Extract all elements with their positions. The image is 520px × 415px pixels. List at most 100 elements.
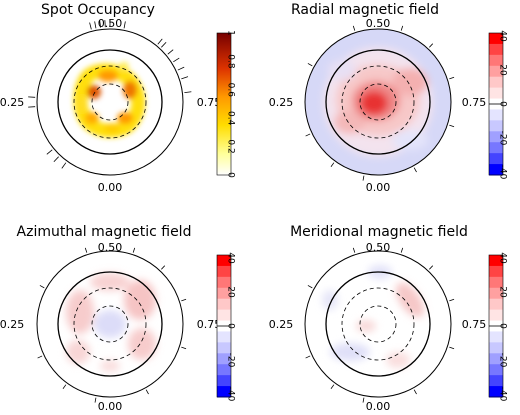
radial-field-map	[323, 47, 433, 157]
latitude-circle-60	[359, 305, 397, 343]
phase-tick	[449, 298, 455, 302]
colorbar-step	[489, 255, 503, 267]
colorbar-tick-label: 20	[497, 286, 507, 298]
field-patch	[124, 280, 156, 320]
colorbar-step	[489, 298, 503, 311]
colorbar-step	[489, 76, 503, 89]
phase-tick	[161, 265, 166, 270]
azimuthal-field-map	[66, 273, 156, 372]
observed-phase-ticks	[305, 25, 455, 181]
phase-tick	[400, 247, 404, 253]
phase-tick	[330, 162, 335, 167]
phase-tick	[99, 20, 101, 28]
phase-tick	[449, 76, 455, 80]
colorbar-tick-label: 20	[225, 286, 235, 298]
phase-tick	[413, 167, 417, 173]
colorbar-step	[489, 276, 503, 289]
phase-tick	[62, 384, 67, 389]
field-patch	[395, 282, 425, 318]
colorbar-step	[489, 109, 503, 121]
phase-tick	[94, 21, 97, 29]
colorbar-step	[489, 309, 503, 322]
colorbar-step	[489, 375, 503, 387]
phase-tick	[307, 63, 313, 67]
colorbar-step	[217, 265, 231, 278]
panel-spot-occupancy: Spot Occupancy 0.50 0.00 0.25 0.75 10.80…	[0, 2, 235, 194]
phase-tick	[362, 397, 365, 403]
colorbar-step	[489, 54, 503, 67]
colorbar	[216, 254, 232, 398]
colorbar-step	[489, 364, 503, 376]
equator-circle	[57, 271, 163, 377]
phase-label-bottom: 0.00	[366, 181, 391, 194]
spot-patch	[87, 85, 101, 99]
phase-label-right: 0.75	[462, 96, 487, 109]
colorbar-step	[217, 276, 231, 289]
colorbar-step	[489, 120, 503, 132]
phase-tick	[181, 298, 187, 302]
phase-tick	[53, 156, 59, 163]
latitude-circle-30	[341, 287, 415, 361]
phase-tick	[184, 91, 192, 93]
phase-tick	[37, 355, 43, 359]
colorbar-tick-label: 0.4	[225, 111, 235, 126]
equator-circle	[325, 271, 431, 377]
colorbar-tick-label: 40	[497, 252, 507, 264]
observed-phase-ticks	[28, 20, 192, 169]
colorbar-step	[489, 131, 503, 143]
colorbar-tick-label: 0.2	[225, 139, 235, 153]
field-patch	[334, 110, 366, 134]
field-patch	[128, 328, 156, 360]
phase-tick	[89, 22, 92, 30]
colorbar-step	[489, 331, 503, 343]
spot-patch	[119, 62, 129, 70]
colorbar-step	[217, 342, 231, 354]
observed-phase-ticks	[37, 247, 187, 403]
colorbar	[488, 32, 504, 176]
spot-map	[73, 62, 146, 138]
phase-tick	[352, 247, 356, 253]
latitude-circle-60	[91, 305, 129, 343]
field-patch	[100, 360, 120, 372]
field-patch	[66, 290, 94, 334]
field-patch	[66, 340, 90, 364]
colorbar-step	[489, 153, 503, 165]
field-patch	[90, 273, 130, 291]
field-patch	[386, 352, 410, 368]
colorbar-tick-label: 0	[225, 323, 235, 329]
phase-tick	[181, 76, 189, 80]
colorbar-step	[217, 331, 231, 343]
colorbar-step	[489, 43, 503, 56]
phase-tick	[167, 49, 174, 55]
colorbar-step	[217, 353, 231, 365]
colorbar-step	[217, 287, 231, 300]
colorbar-step	[489, 33, 503, 45]
meridional-field-map	[322, 265, 425, 368]
observed-phase-ticks	[305, 247, 455, 403]
colorbar-tick-label: 40	[225, 252, 235, 264]
colorbar-step	[217, 364, 231, 376]
colorbar-tick-label: 0.6	[225, 83, 235, 98]
field-patch	[392, 68, 428, 96]
colorbar-tick-label: 0	[497, 323, 507, 329]
colorbar-step	[217, 375, 231, 387]
colorbar-tick-label: -20	[497, 353, 507, 368]
spot-patch	[98, 70, 118, 82]
colorbar-step	[217, 255, 231, 267]
phase-tick	[177, 66, 185, 71]
phase-label-right: 0.75	[197, 96, 222, 109]
colorbar-step	[217, 298, 231, 311]
phase-tick	[39, 285, 45, 289]
phase-tick	[330, 384, 335, 389]
colorbar-step	[217, 386, 231, 398]
colorbar-step	[489, 265, 503, 278]
field-patch	[322, 290, 338, 310]
spot-patch	[85, 112, 99, 124]
colorbar-ticks: 1 0.8 0.6 0.4 0.2 0	[225, 30, 235, 178]
phase-tick	[449, 124, 455, 128]
phase-label-left: 0.25	[0, 96, 24, 109]
phase-label-bottom: 0.00	[98, 400, 123, 413]
field-patch	[392, 130, 428, 150]
phase-label-right: 0.75	[462, 318, 487, 331]
phase-tick	[181, 346, 187, 350]
